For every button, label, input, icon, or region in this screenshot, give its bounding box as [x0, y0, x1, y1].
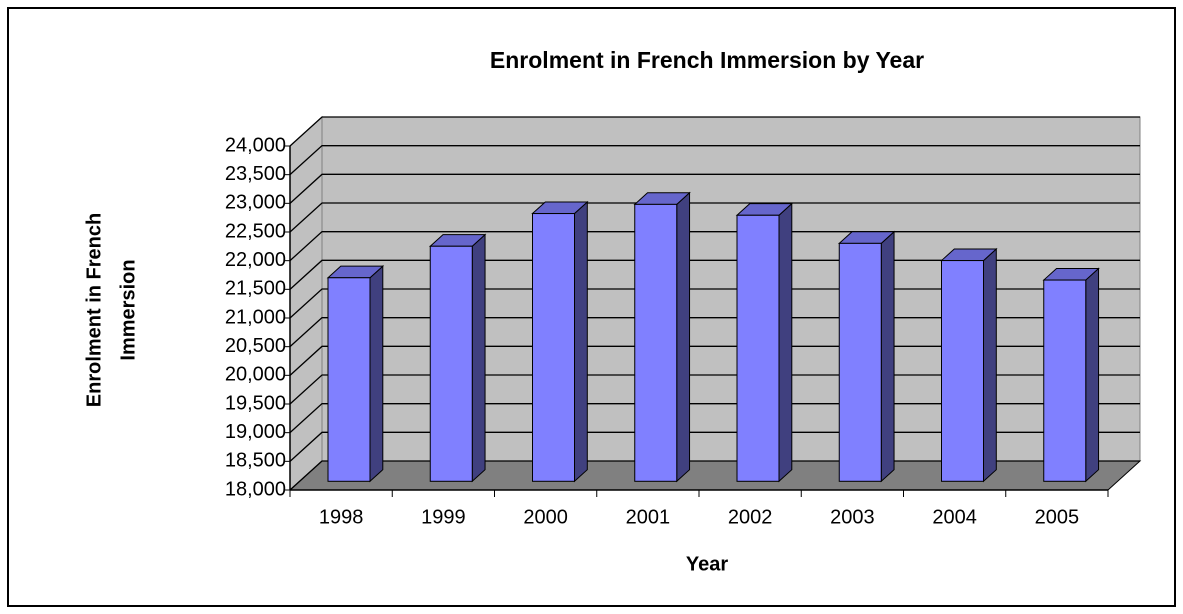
bar-side: [676, 191, 691, 483]
y-tick-label: 23,500: [225, 163, 286, 185]
bar-side: [880, 230, 895, 483]
x-tick-label: 2000: [523, 506, 568, 528]
grid-line: [289, 145, 1140, 176]
grid-line: [289, 202, 1140, 233]
grid-line: [289, 116, 1140, 147]
y-tick-label: 18,500: [225, 450, 286, 472]
x-tick-label: 1998: [319, 506, 364, 528]
bar: [327, 277, 371, 482]
y-axis-title: Enrolment in French Immersion: [83, 213, 139, 407]
y-tick-label: 23,000: [225, 192, 286, 214]
y-tick-label: 19,500: [225, 392, 286, 414]
y-axis-title-line: Immersion: [117, 259, 139, 360]
bar: [941, 260, 984, 482]
y-tick-label: 24,000: [225, 134, 286, 156]
y-tick-label: 18,000: [225, 478, 286, 500]
x-tick-label: 1999: [421, 506, 466, 528]
bar-side: [983, 247, 997, 483]
y-tick-label: 21,000: [225, 306, 286, 328]
bar-side: [471, 233, 486, 483]
y-tick-label: 22,500: [225, 220, 286, 242]
bar: [736, 214, 780, 482]
bar-side: [574, 200, 588, 483]
x-tick-label: 2003: [830, 506, 875, 528]
y-tick-label: 19,000: [225, 421, 286, 443]
grid-line: [289, 173, 1140, 204]
bar: [838, 242, 882, 482]
y-tick-label: 20,500: [225, 335, 286, 357]
x-axis-title: Year: [686, 553, 728, 575]
y-axis-title-line: Enrolment in French: [83, 213, 105, 407]
y-tick-label: 21,500: [225, 278, 286, 300]
x-tick-label: 2002: [728, 506, 773, 528]
x-tick-label: 2004: [932, 506, 977, 528]
y-tick-label: 22,000: [225, 249, 286, 271]
bar: [429, 245, 473, 482]
floor: [288, 460, 1142, 491]
y-tick-label: 20,000: [225, 364, 286, 386]
bar: [634, 203, 678, 482]
chart-title: Enrolment in French Immersion by Year: [490, 47, 924, 73]
x-tick-label: 2005: [1035, 506, 1080, 528]
bar-side: [1085, 267, 1100, 483]
x-tick-label: 2001: [626, 506, 671, 528]
bar: [1043, 279, 1087, 482]
bar: [532, 213, 575, 482]
bar-side: [778, 202, 793, 483]
bar-side: [369, 265, 384, 483]
